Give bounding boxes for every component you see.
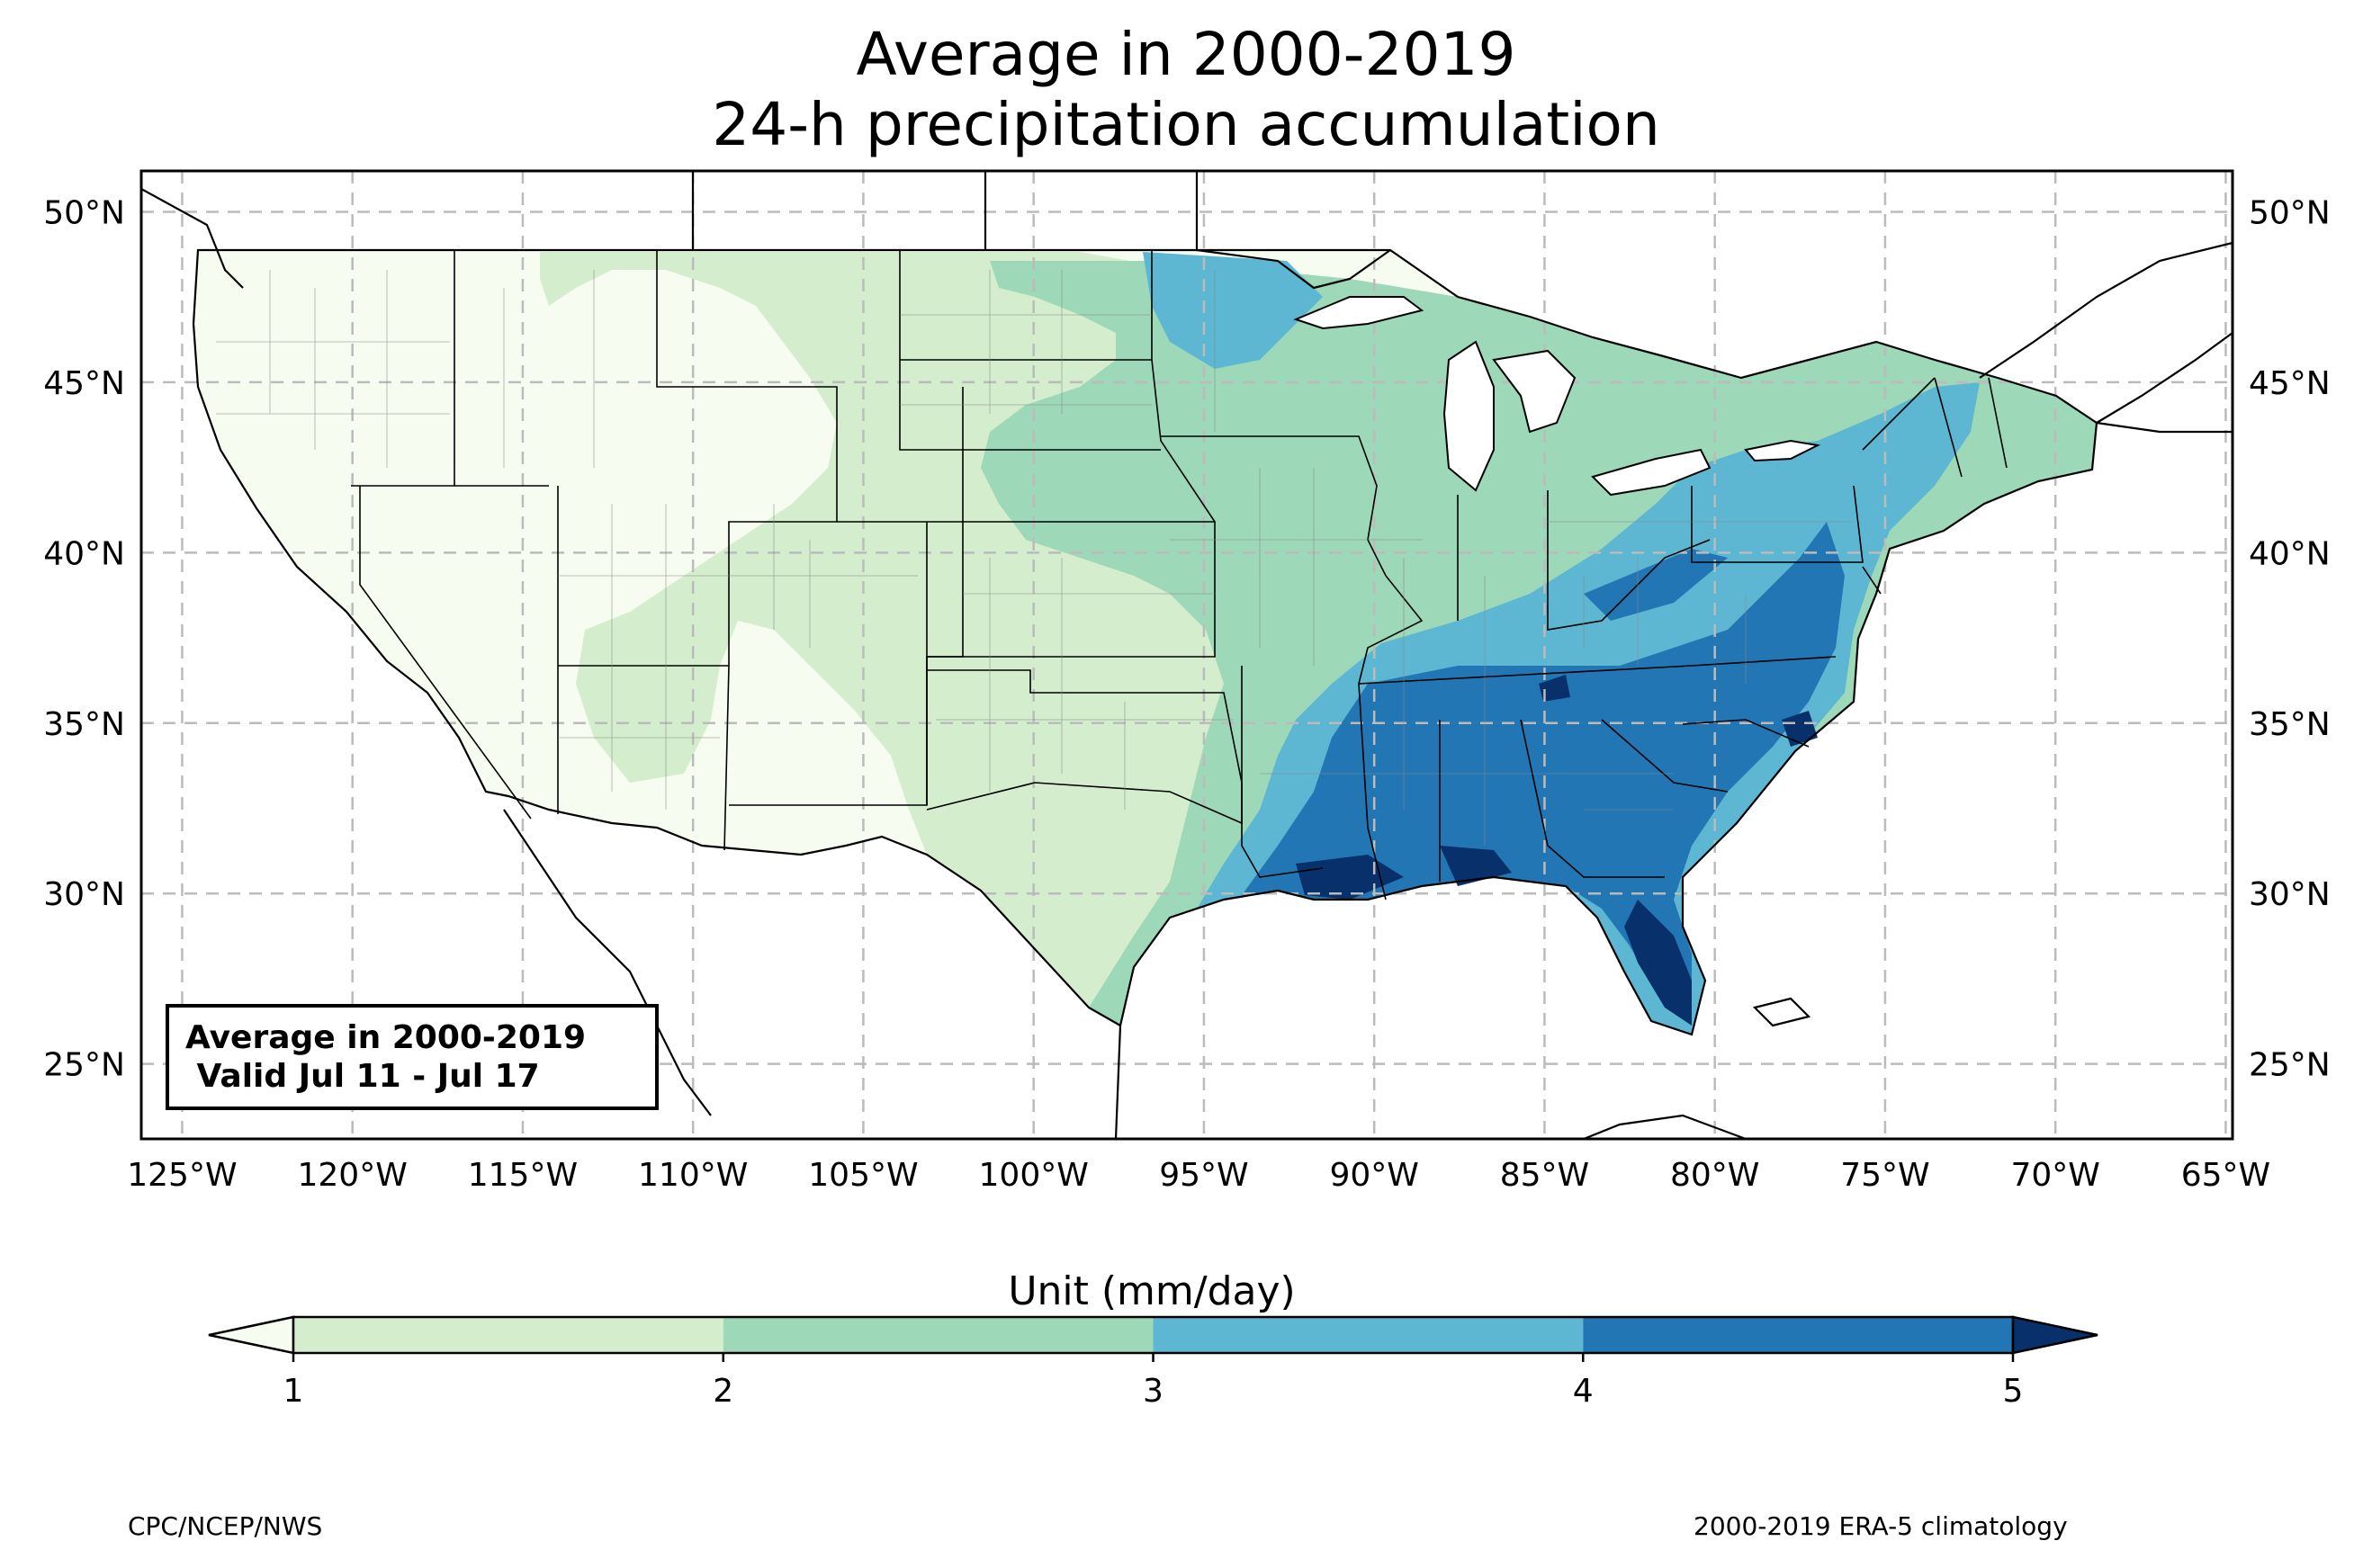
colorbar-segment: [1153, 1317, 1584, 1353]
lon-tick-label: 95°W: [1159, 1157, 1248, 1194]
colorbar-tick-label: 5: [2003, 1373, 2024, 1410]
lat-tick-label-left: 30°N: [43, 876, 125, 913]
lon-tick-label: 105°W: [808, 1157, 918, 1194]
footer-dataset: 2000-2019 ERA-5 climatology: [1694, 1511, 2068, 1541]
map-plot-area: [141, 171, 2233, 1139]
lon-tick-label: 110°W: [638, 1157, 748, 1194]
colorbar-tick-label: 4: [1573, 1373, 1594, 1410]
colorbar: Unit (mm/day) 1 2 3 4 5: [208, 1268, 2098, 1410]
graticule: [141, 171, 2233, 1139]
great-lakes: [1293, 296, 1821, 497]
info-box: Average in 2000-2019 Valid Jul 11 - Jul …: [166, 1004, 659, 1110]
colorbar-tick-label: 2: [713, 1373, 733, 1410]
colorbar-segment: [723, 1317, 1154, 1353]
map-title-line2: 24-h precipitation accumulation: [712, 90, 1660, 159]
lat-tick-label-left: 50°N: [43, 194, 125, 231]
lon-tick-label: 90°W: [1329, 1157, 1418, 1194]
coastlines: [141, 171, 2233, 1139]
colorbar-tick-label: 1: [283, 1373, 304, 1410]
colorbar-tick-label: 3: [1143, 1373, 1164, 1410]
latitude-tick-labels-right: 50°N 45°N 40°N 35°N 30°N 25°N: [2249, 194, 2331, 1083]
lat-tick-label-left: 40°N: [43, 535, 125, 572]
lat-tick-label-right: 50°N: [2249, 194, 2331, 231]
info-box-line2: Valid Jul 11 - Jul 17: [185, 1058, 540, 1096]
colorbar-segment: [1583, 1317, 2013, 1353]
lat-tick-label-right: 25°N: [2249, 1047, 2331, 1084]
footer-source: CPC/NCEP/NWS: [128, 1511, 323, 1541]
lon-tick-label: 100°W: [979, 1157, 1089, 1194]
map-title-line1: Average in 2000-2019: [856, 20, 1516, 89]
lon-tick-label: 115°W: [468, 1157, 578, 1194]
lon-tick-label: 120°W: [298, 1157, 408, 1194]
lat-tick-label-right: 40°N: [2249, 535, 2331, 572]
map-frame: [139, 169, 2234, 1141]
lat-tick-label-right: 35°N: [2249, 706, 2331, 743]
lon-tick-label: 80°W: [1670, 1157, 1759, 1194]
colorbar-segment: [293, 1317, 723, 1353]
lat-tick-label-left: 25°N: [43, 1047, 125, 1084]
longitude-tick-labels: 125°W 120°W 115°W 110°W 105°W 100°W 95°W 90°W 85…: [127, 1157, 2270, 1194]
lon-tick-label: 75°W: [1840, 1157, 1929, 1194]
county-borders: [216, 270, 1854, 846]
state-borders: [351, 250, 2008, 900]
info-box-line1: Average in 2000-2019: [185, 1019, 587, 1056]
colorbar-label: Unit (mm/day): [1008, 1268, 1295, 1314]
lon-tick-label: 85°W: [1500, 1157, 1589, 1194]
lat-tick-label-right: 45°N: [2249, 365, 2331, 402]
lat-tick-label-left: 35°N: [43, 706, 125, 743]
colorbar-extend-low: [208, 1315, 295, 1355]
precip-band-4to5: [1242, 522, 1845, 1008]
lon-tick-label: 65°W: [2181, 1157, 2270, 1194]
colorbar-extend-high: [2011, 1315, 2098, 1355]
lat-tick-label-left: 45°N: [43, 365, 125, 402]
latitude-tick-labels-left: 50°N 45°N 40°N 35°N 30°N 25°N: [43, 194, 125, 1083]
lon-tick-label: 125°W: [127, 1157, 237, 1194]
lat-tick-label-right: 30°N: [2249, 876, 2331, 913]
lon-tick-label: 70°W: [2010, 1157, 2099, 1194]
